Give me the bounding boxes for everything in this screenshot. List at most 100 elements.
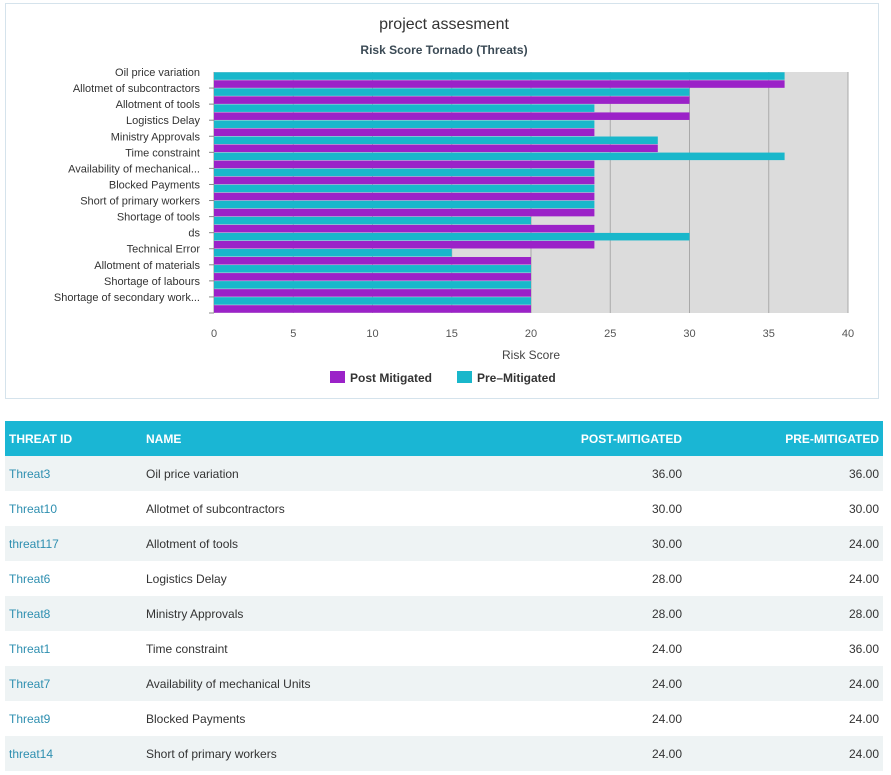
- pre-mitigated-bar[interactable]: [214, 120, 595, 128]
- post-mitigated-cell: 24.00: [434, 701, 686, 736]
- pre-mitigated-bar[interactable]: [214, 200, 595, 209]
- post-mitigated-cell: 36.00: [434, 456, 686, 491]
- post-mitigated-bar[interactable]: [214, 112, 690, 120]
- pre-mitigated-cell: 24.00: [686, 666, 883, 701]
- pre-mitigated-bar[interactable]: [214, 152, 785, 161]
- pre-mitigated-cell: 36.00: [686, 456, 883, 491]
- post-mitigated-bar[interactable]: [214, 305, 531, 313]
- x-tick-label: 40: [842, 328, 854, 340]
- table-row[interactable]: Threat10 Allotmet of subcontractors 30.00 3…: [5, 491, 883, 526]
- x-tick-label: 20: [525, 328, 537, 340]
- threat-table: THREAT ID NAME POST-MITIGATED PRE-MITIGA…: [5, 421, 883, 771]
- header-threat-id[interactable]: THREAT ID: [5, 421, 142, 456]
- pre-mitigated-bar[interactable]: [214, 168, 595, 177]
- legend-swatch[interactable]: [330, 371, 345, 383]
- post-mitigated-bar[interactable]: [214, 224, 595, 233]
- category-label: Availability of mechanical...: [68, 163, 200, 175]
- category-label: Logistics Delay: [126, 115, 200, 127]
- header-name[interactable]: NAME: [142, 421, 434, 456]
- threat-name-cell: Allotmet of subcontractors: [142, 491, 434, 526]
- threat-id-link[interactable]: threat14: [5, 736, 142, 771]
- pre-mitigated-bar[interactable]: [214, 104, 595, 112]
- table-body: Threat3 Oil price variation 36.00 36.00 Thre…: [5, 456, 883, 771]
- pre-mitigated-bar[interactable]: [214, 184, 595, 193]
- post-mitigated-bar[interactable]: [214, 176, 595, 185]
- category-label: Time constraint: [125, 147, 200, 159]
- threat-id-link[interactable]: threat117: [5, 526, 142, 561]
- category-label: Short of primary workers: [80, 196, 200, 208]
- pre-mitigated-bar[interactable]: [214, 216, 531, 225]
- table-row[interactable]: Threat3 Oil price variation 36.00 36.00: [5, 456, 883, 491]
- table-row[interactable]: Threat8 Ministry Approvals 28.00 28.00: [5, 596, 883, 631]
- threat-name-cell: Allotment of tools: [142, 526, 434, 561]
- pre-mitigated-bar[interactable]: [214, 72, 785, 80]
- threat-id-link[interactable]: Threat3: [5, 456, 142, 491]
- pre-mitigated-bar[interactable]: [214, 281, 531, 289]
- pre-mitigated-bar[interactable]: [214, 265, 531, 273]
- x-tick-label: 15: [446, 328, 458, 340]
- category-label: Allotment of materials: [94, 260, 200, 272]
- post-mitigated-bar[interactable]: [214, 144, 658, 153]
- post-mitigated-bar[interactable]: [214, 289, 531, 297]
- category-label: Oil price variation: [115, 67, 200, 79]
- threat-name-cell: Availability of mechanical Units: [142, 666, 434, 701]
- post-mitigated-bar[interactable]: [214, 257, 531, 265]
- legend[interactable]: Post Mitigated Pre–Mitigated: [330, 371, 556, 385]
- pre-mitigated-bar[interactable]: [214, 248, 452, 257]
- table-row[interactable]: Threat9 Blocked Payments 24.00 24.00: [5, 701, 883, 736]
- threat-id-link[interactable]: Threat9: [5, 701, 142, 736]
- post-mitigated-bar[interactable]: [214, 96, 690, 104]
- table-row[interactable]: Threat7 Availability of mechanical Units 2…: [5, 666, 883, 701]
- table-row[interactable]: threat117 Allotment of tools 30.00 24.00: [5, 526, 883, 561]
- post-mitigated-cell: 24.00: [434, 666, 686, 701]
- post-mitigated-cell: 30.00: [434, 526, 686, 561]
- x-tick-label: 10: [366, 328, 378, 340]
- x-tick-label: 35: [763, 328, 775, 340]
- chart-title: project assesment: [379, 16, 509, 33]
- pre-mitigated-cell: 36.00: [686, 631, 883, 666]
- post-mitigated-bar[interactable]: [214, 273, 531, 281]
- category-label: Blocked Payments: [109, 179, 201, 191]
- pre-mitigated-bar[interactable]: [214, 136, 658, 145]
- legend-item-label[interactable]: Pre–Mitigated: [477, 371, 556, 385]
- post-mitigated-bar[interactable]: [214, 160, 595, 169]
- category-label: Technical Error: [127, 244, 201, 256]
- pre-mitigated-cell: 24.00: [686, 526, 883, 561]
- table-header-row: THREAT ID NAME POST-MITIGATED PRE-MITIGA…: [5, 421, 883, 456]
- post-mitigated-bar[interactable]: [214, 208, 595, 217]
- threat-id-link[interactable]: Threat7: [5, 666, 142, 701]
- threat-id-link[interactable]: Threat1: [5, 631, 142, 666]
- post-mitigated-bar[interactable]: [214, 80, 785, 88]
- x-tick-label: 0: [211, 328, 217, 340]
- grid-lines: [209, 72, 849, 314]
- pre-mitigated-bar[interactable]: [214, 297, 531, 305]
- post-mitigated-bar[interactable]: [214, 128, 595, 137]
- header-pre-mitigated[interactable]: PRE-MITIGATED: [686, 421, 883, 456]
- table-row[interactable]: Threat1 Time constraint 24.00 36.00: [5, 631, 883, 666]
- category-label: Ministry Approvals: [111, 131, 201, 143]
- category-label: Shortage of secondary work...: [54, 292, 200, 304]
- post-mitigated-cell: 24.00: [434, 736, 686, 771]
- post-mitigated-cell: 28.00: [434, 561, 686, 596]
- threat-name-cell: Time constraint: [142, 631, 434, 666]
- post-mitigated-cell: 30.00: [434, 491, 686, 526]
- post-mitigated-bar[interactable]: [214, 240, 595, 249]
- threat-id-link[interactable]: Threat10: [5, 491, 142, 526]
- threat-id-link[interactable]: Threat6: [5, 561, 142, 596]
- legend-swatch[interactable]: [457, 371, 472, 383]
- category-labels: Oil price variation Allotmet of subcontra…: [54, 67, 201, 304]
- post-mitigated-cell: 24.00: [434, 631, 686, 666]
- threat-table-container: THREAT ID NAME POST-MITIGATED PRE-MITIGA…: [5, 421, 883, 771]
- category-label: Shortage of tools: [117, 212, 201, 224]
- pre-mitigated-bar[interactable]: [214, 232, 690, 241]
- legend-item-label[interactable]: Post Mitigated: [350, 371, 432, 385]
- x-axis-label: Risk Score: [502, 348, 560, 362]
- pre-mitigated-bar[interactable]: [214, 88, 690, 96]
- category-label: Shortage of labours: [104, 276, 201, 288]
- category-label: Allotment of tools: [116, 99, 201, 111]
- post-mitigated-bar[interactable]: [214, 192, 595, 201]
- threat-id-link[interactable]: Threat8: [5, 596, 142, 631]
- table-row[interactable]: Threat6 Logistics Delay 28.00 24.00: [5, 561, 883, 596]
- header-post-mitigated[interactable]: POST-MITIGATED: [434, 421, 686, 456]
- table-row[interactable]: threat14 Short of primary workers 24.00 24.…: [5, 736, 883, 771]
